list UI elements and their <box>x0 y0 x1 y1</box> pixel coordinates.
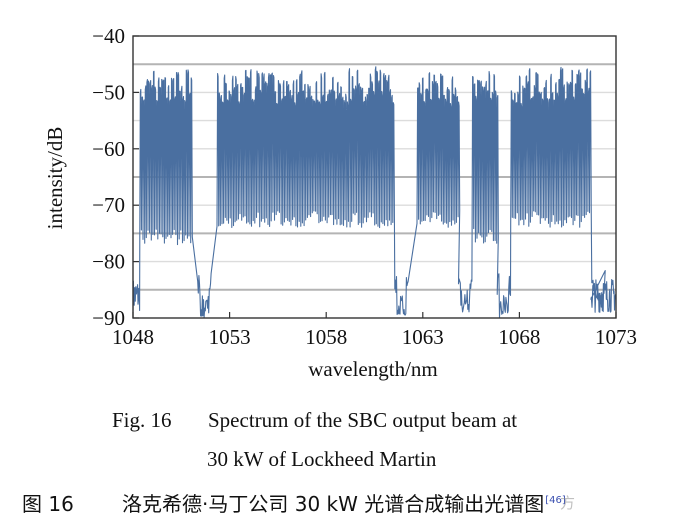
x-tick-label: 1073 <box>595 325 637 349</box>
y-tick-label: −90 <box>92 306 125 330</box>
x-tick-label: 1063 <box>402 325 444 349</box>
figure-number-cn: 图 16 <box>22 492 74 516</box>
caption-en-text-2: 30 kW of Lockheed Martin <box>207 447 437 471</box>
caption-cn-text: 洛克希德·马丁公司 30 kW 光谱合成输出光谱图 <box>122 492 545 516</box>
series-line <box>132 66 617 319</box>
x-tick-label: 1068 <box>498 325 540 349</box>
citation-ref: [46] <box>545 495 566 507</box>
x-axis-label: wavelength/nm <box>308 357 437 381</box>
spectrum-chart: 1048 1053 1058 1063 1068 1073 −40 −50 −60 −70 −80 −… <box>43 24 637 381</box>
x-tick-label: 1048 <box>112 325 154 349</box>
figure-caption-en-line2: 30 kW of Lockheed Martin <box>207 447 693 472</box>
x-tick-label: 1053 <box>209 325 251 349</box>
figure-caption-en-line1: Fig. 16 Spectrum of the SBC output beam a… <box>112 408 693 433</box>
y-tick-label: −70 <box>92 193 125 217</box>
y-tick-label: −80 <box>92 250 125 274</box>
watermark: 方 <box>560 494 576 512</box>
axes: 1048 1053 1058 1063 1068 1073 −40 −50 −60 −70 −80 −… <box>92 24 637 349</box>
y-tick-label: −50 <box>92 80 125 104</box>
figure-caption-cn: 图 16 洛克希德·马丁公司 30 kW 光谱合成输出光谱图[46] <box>22 488 693 517</box>
y-tick-label: −60 <box>92 137 125 161</box>
figure-number-en: Fig. 16 <box>112 408 172 432</box>
caption-en-text-1: Spectrum of the SBC output beam at <box>208 408 518 432</box>
y-axis-label: intensity/dB <box>43 127 67 230</box>
plot-frame <box>132 35 617 319</box>
x-tick-label: 1058 <box>305 325 347 349</box>
spectrum-series <box>132 66 617 319</box>
y-tick-label: −40 <box>92 24 125 48</box>
